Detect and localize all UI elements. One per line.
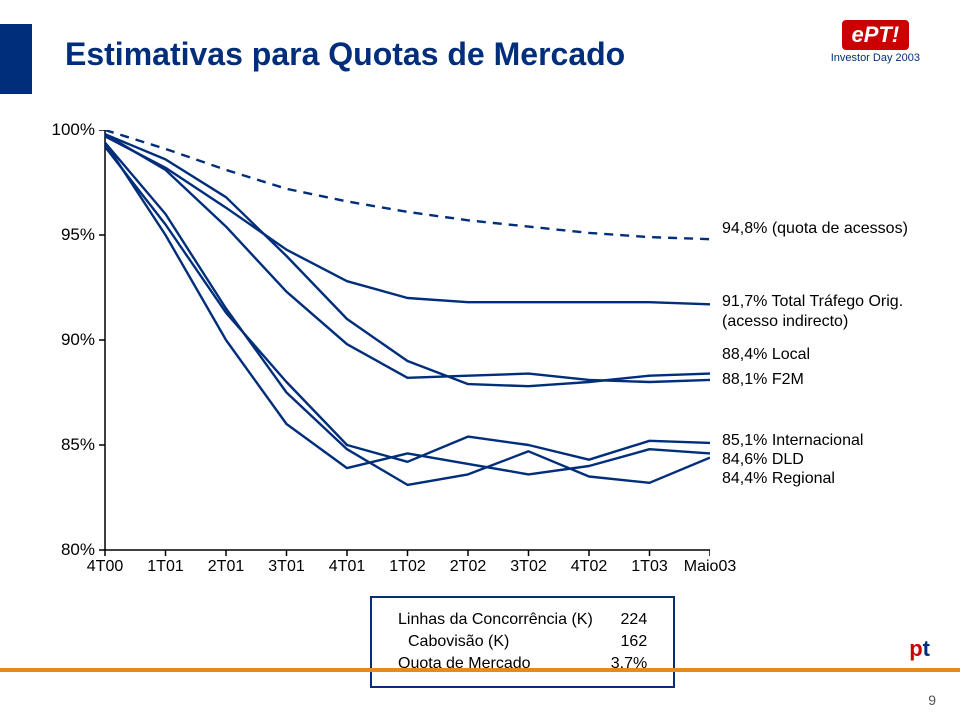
logo-subtitle: Investor Day 2003 bbox=[831, 52, 920, 64]
logo-ept: ePT! Investor Day 2003 bbox=[831, 20, 920, 64]
y-axis-label: 95% bbox=[40, 225, 95, 245]
x-axis-label: 3T01 bbox=[268, 558, 304, 576]
x-axis-label: 4T01 bbox=[329, 558, 365, 576]
info-label: Linhas da Concorrência (K) bbox=[390, 610, 601, 630]
info-table: Linhas da Concorrência (K)224Cabovisão (… bbox=[388, 608, 657, 676]
x-axis-label: 1T01 bbox=[147, 558, 183, 576]
side-accent-bar bbox=[0, 24, 32, 94]
logo-pt: pt bbox=[909, 636, 930, 662]
info-value: 162 bbox=[603, 632, 655, 652]
footer-rule bbox=[0, 668, 960, 672]
x-axis-label: 1T03 bbox=[631, 558, 667, 576]
x-axis-label: 2T01 bbox=[208, 558, 244, 576]
series-label-local: 88,4% Local bbox=[722, 345, 810, 365]
y-axis-label: 100% bbox=[40, 120, 95, 140]
y-axis-label: 80% bbox=[40, 540, 95, 560]
x-axis-label: 1T02 bbox=[389, 558, 425, 576]
x-axis-label: 4T02 bbox=[571, 558, 607, 576]
chart-svg bbox=[70, 130, 710, 590]
series-label-quota_acessos: 94,8% (quota de acessos) bbox=[722, 219, 908, 239]
x-axis-label: 2T02 bbox=[450, 558, 486, 576]
series-label-trafego_orig: 91,7% Total Tráfego Orig. (acesso indire… bbox=[722, 292, 903, 332]
series-label-dld: 84,6% DLD bbox=[722, 450, 804, 470]
page-number: 9 bbox=[928, 692, 936, 708]
x-axis-label: 3T02 bbox=[510, 558, 546, 576]
series-label-regional: 84,4% Regional bbox=[722, 469, 835, 489]
series-label-f2m: 88,1% F2M bbox=[722, 370, 804, 390]
x-axis-label: Maio03 bbox=[684, 558, 736, 576]
info-value: 224 bbox=[603, 610, 655, 630]
y-axis-label: 90% bbox=[40, 330, 95, 350]
series-label-internacional: 85,1% Internacional bbox=[722, 431, 863, 451]
x-axis-label: 4T00 bbox=[87, 558, 123, 576]
market-share-chart: 80%85%90%95%100%4T001T012T013T014T011T02… bbox=[70, 130, 710, 550]
info-label: Cabovisão (K) bbox=[390, 632, 601, 652]
info-box: Linhas da Concorrência (K)224Cabovisão (… bbox=[370, 596, 675, 688]
page-title: Estimativas para Quotas de Mercado bbox=[65, 36, 625, 73]
y-axis-label: 85% bbox=[40, 435, 95, 455]
